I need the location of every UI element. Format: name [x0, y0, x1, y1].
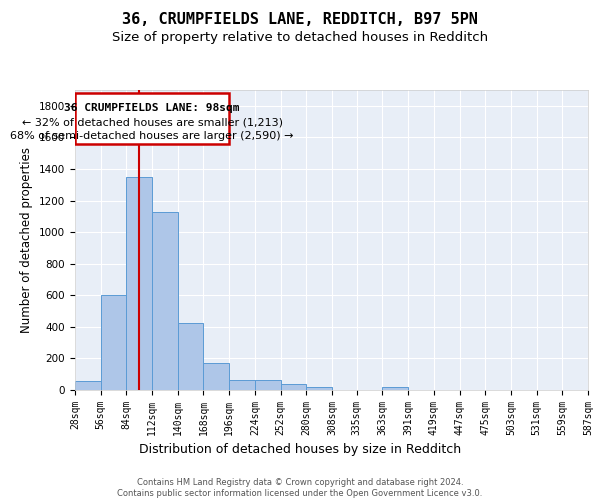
Bar — [75, 380, 101, 390]
Bar — [281, 384, 306, 390]
Text: Distribution of detached houses by size in Redditch: Distribution of detached houses by size … — [139, 442, 461, 456]
Text: Contains HM Land Registry data © Crown copyright and database right 2024.
Contai: Contains HM Land Registry data © Crown c… — [118, 478, 482, 498]
Bar — [229, 380, 255, 390]
Text: 68% of semi-detached houses are larger (2,590) →: 68% of semi-detached houses are larger (… — [10, 132, 294, 141]
Text: ← 32% of detached houses are smaller (1,213): ← 32% of detached houses are smaller (1,… — [22, 118, 283, 128]
Text: Size of property relative to detached houses in Redditch: Size of property relative to detached ho… — [112, 31, 488, 44]
Text: 36, CRUMPFIELDS LANE, REDDITCH, B97 5PN: 36, CRUMPFIELDS LANE, REDDITCH, B97 5PN — [122, 12, 478, 28]
Bar — [101, 296, 127, 390]
Bar — [178, 323, 203, 390]
Bar — [152, 212, 178, 390]
Y-axis label: Number of detached properties: Number of detached properties — [20, 147, 34, 333]
Bar — [306, 387, 332, 390]
Text: 36 CRUMPFIELDS LANE: 98sqm: 36 CRUMPFIELDS LANE: 98sqm — [64, 102, 240, 113]
Bar — [127, 177, 152, 390]
Bar — [255, 380, 281, 390]
Bar — [382, 387, 408, 390]
FancyBboxPatch shape — [75, 93, 229, 144]
Bar — [203, 363, 229, 390]
